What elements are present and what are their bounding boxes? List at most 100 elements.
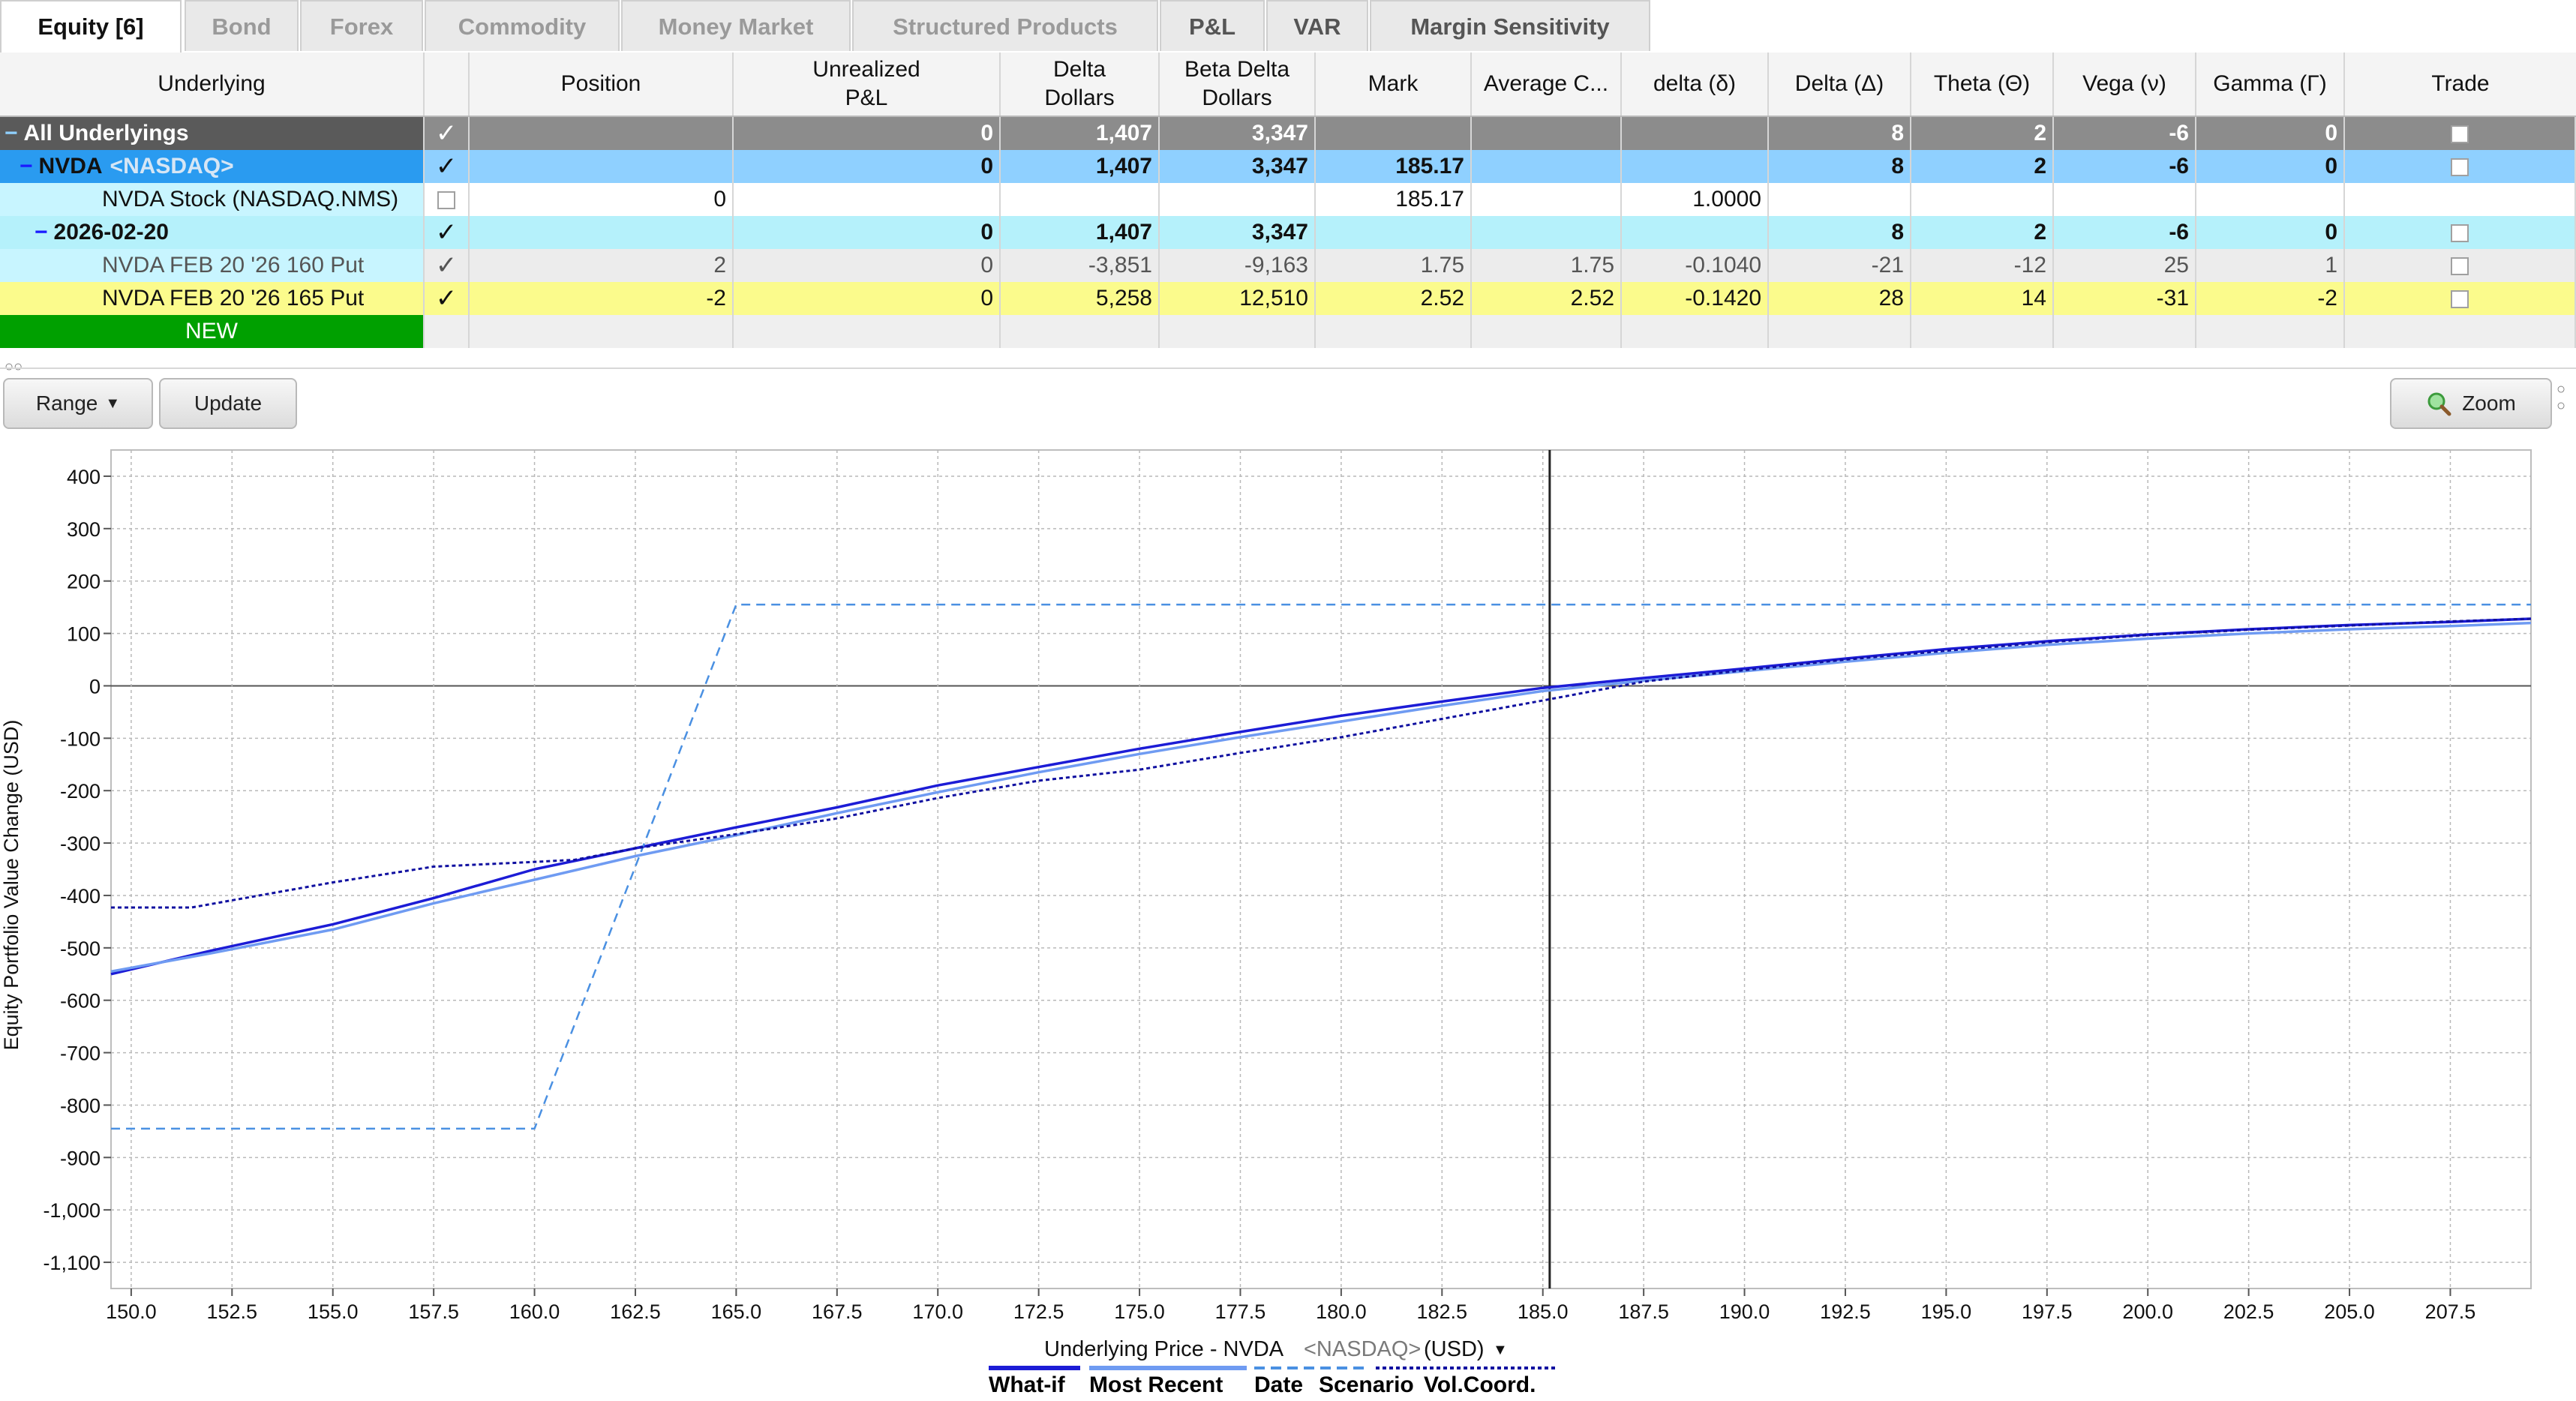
tab-structured-products[interactable]: Structured Products — [852, 0, 1158, 51]
tab-bond[interactable]: Bond — [185, 0, 299, 51]
header-position[interactable]: Position — [470, 52, 734, 116]
row-trade-checkbox[interactable] — [2345, 216, 2576, 249]
tab-var[interactable]: VAR — [1266, 0, 1368, 51]
tab-equity[interactable]: Equity [6] — [0, 0, 182, 54]
cell-empty — [1769, 315, 1911, 348]
cell-avg — [1472, 117, 1622, 150]
cell-beta: 3,347 — [1160, 150, 1316, 183]
x-tick-label: 150.0 — [106, 1300, 157, 1323]
header-underlying[interactable]: Underlying — [0, 52, 425, 116]
tab-money-market[interactable]: Money Market — [621, 0, 851, 51]
y-tick-label: -1,000 — [43, 1199, 101, 1222]
series-most-recent — [110, 621, 2532, 974]
header-trade[interactable]: Trade — [2345, 52, 2576, 116]
checkbox-icon — [2451, 290, 2469, 309]
cell-theta: 2 — [1911, 216, 2054, 249]
cell-empty — [2196, 315, 2345, 348]
cell-avg — [1472, 216, 1622, 249]
row-trade-checkbox[interactable] — [2345, 183, 2576, 216]
row-name-label: NVDA FEB 20 '26 160 Put — [102, 253, 365, 278]
cell-empty — [1911, 315, 2054, 348]
portfolio-value-chart[interactable]: 400 300 200 100 0 -100 -200 -300 -400 -500 -600 -70… — [0, 435, 2576, 1401]
checkmark-icon: ✓ — [435, 251, 458, 280]
tab-margin-sensitivity[interactable]: Margin Sensitivity — [1370, 0, 1650, 51]
tab-forex[interactable]: Forex — [300, 0, 423, 51]
header-delta-big[interactable]: Delta (Δ) — [1769, 52, 1911, 116]
row-include-checkbox[interactable]: ✓ — [425, 249, 470, 282]
tab-commodity[interactable]: Commodity — [425, 0, 620, 51]
y-tick-label: -800 — [60, 1094, 101, 1117]
collapse-toggle-icon[interactable]: − — [20, 154, 33, 178]
splitter-handle-right[interactable]: ○ ○ — [2556, 381, 2566, 414]
series-date — [111, 603, 2531, 1130]
x-tick-label: 182.5 — [1417, 1300, 1468, 1323]
header-beta-delta-dollars[interactable]: Beta Delta Dollars — [1160, 52, 1316, 116]
header-vega[interactable]: Vega (ν) — [2054, 52, 2196, 116]
row-nvda[interactable]: − NVDA <NASDAQ> ✓ 0 1,407 3,347 185.17 8 2 -6 0 — [0, 150, 2576, 184]
splitter[interactable] — [0, 368, 2576, 369]
cell-delta-small: 1.0000 — [1622, 183, 1769, 216]
new-button[interactable]: NEW — [0, 315, 425, 348]
cell-vega: -6 — [2054, 117, 2196, 150]
header-delta-small[interactable]: delta (δ) — [1622, 52, 1769, 116]
gridlines — [111, 450, 2531, 1288]
header-mark[interactable]: Mark — [1316, 52, 1472, 116]
cell-empty — [1472, 315, 1622, 348]
cell-vega: -6 — [2054, 150, 2196, 183]
tab-pnl[interactable]: P&L — [1160, 0, 1265, 51]
row-trade-checkbox[interactable] — [2345, 150, 2576, 183]
row-nvda-160-put[interactable]: NVDA FEB 20 '26 160 Put ✓ 2 0 -3,851 -9,163 1.… — [0, 249, 2576, 283]
row-include-checkbox[interactable]: ✓ — [425, 150, 470, 183]
checkmark-icon: ✓ — [435, 284, 458, 313]
header-delta-dollars[interactable]: Delta Dollars — [1001, 52, 1160, 116]
cell-unrealized: 0 — [734, 216, 1001, 249]
plot-area — [110, 449, 2532, 1289]
x-axis-label: Underlying Price - NVDA — [1044, 1337, 1284, 1361]
cell-mark — [1316, 117, 1472, 150]
header-beta-line2: Dollars — [1202, 86, 1272, 110]
cell-beta: 12,510 — [1160, 282, 1316, 315]
row-name: NVDA FEB 20 '26 160 Put — [0, 249, 425, 282]
x-tick-label: 175.0 — [1114, 1300, 1165, 1323]
row-include-checkbox[interactable] — [425, 183, 470, 216]
y-tick-label: -300 — [60, 832, 101, 855]
row-all-underlyings[interactable]: − All Underlyings ✓ 0 1,407 3,347 8 2 -6 0 — [0, 117, 2576, 151]
row-name-label: NVDA FEB 20 '26 165 Put — [102, 286, 365, 310]
collapse-toggle-icon[interactable]: − — [35, 220, 48, 244]
caret-down-icon: ▼ — [105, 394, 121, 412]
collapse-toggle-icon[interactable]: − — [5, 121, 18, 146]
x-tick-label: 155.0 — [308, 1300, 359, 1323]
legend-vol-coord: Vol.Coord. — [1424, 1372, 1536, 1397]
zoom-button[interactable]: Zoom — [2390, 378, 2552, 429]
y-tick-label: -700 — [60, 1042, 101, 1065]
row-name: NVDA Stock (NASDAQ.NMS) — [0, 183, 425, 216]
row-nvda-165-put[interactable]: NVDA FEB 20 '26 165 Put ✓ -2 0 5,258 12,510 2.… — [0, 282, 2576, 316]
header-check[interactable] — [425, 52, 470, 116]
header-gamma[interactable]: Gamma (Γ) — [2196, 52, 2345, 116]
row-new[interactable]: NEW — [0, 315, 2576, 348]
update-button[interactable]: Update — [159, 378, 297, 429]
checkmark-icon: ✓ — [435, 152, 458, 181]
cell-mark — [1316, 216, 1472, 249]
row-include-checkbox[interactable]: ✓ — [425, 216, 470, 249]
row-nvda-stock[interactable]: NVDA Stock (NASDAQ.NMS) 0 185.17 1.0000 — [0, 183, 2576, 217]
splitter-handle-left[interactable]: ○○ — [5, 358, 23, 375]
row-include-checkbox[interactable]: ✓ — [425, 282, 470, 315]
x-tick-label: 167.5 — [812, 1300, 863, 1323]
header-theta[interactable]: Theta (Θ) — [1911, 52, 2054, 116]
row-trade-checkbox[interactable] — [2345, 249, 2576, 282]
x-tick-label: 170.0 — [912, 1300, 963, 1323]
cell-unrealized: 0 — [734, 282, 1001, 315]
cell-vega — [2054, 183, 2196, 216]
range-button[interactable]: Range ▼ — [3, 378, 153, 429]
row-expiry-2026-02-20[interactable]: −2026-02-20 ✓ 0 1,407 3,347 8 2 -6 0 — [0, 216, 2576, 250]
header-average-cost[interactable]: Average C... — [1472, 52, 1622, 116]
row-include-checkbox[interactable]: ✓ — [425, 117, 470, 150]
header-unrealized-pnl[interactable]: Unrealized P&L — [734, 52, 1001, 116]
x-axis-title[interactable]: Underlying Price - NVDA <NASDAQ> (USD) ▼ — [1044, 1337, 1508, 1361]
row-trade-checkbox[interactable] — [2345, 117, 2576, 150]
header-unrealized-line1: Unrealized — [812, 57, 920, 82]
row-trade-checkbox[interactable] — [2345, 282, 2576, 315]
cell-mark: 185.17 — [1316, 183, 1472, 216]
cell-empty — [1160, 315, 1316, 348]
